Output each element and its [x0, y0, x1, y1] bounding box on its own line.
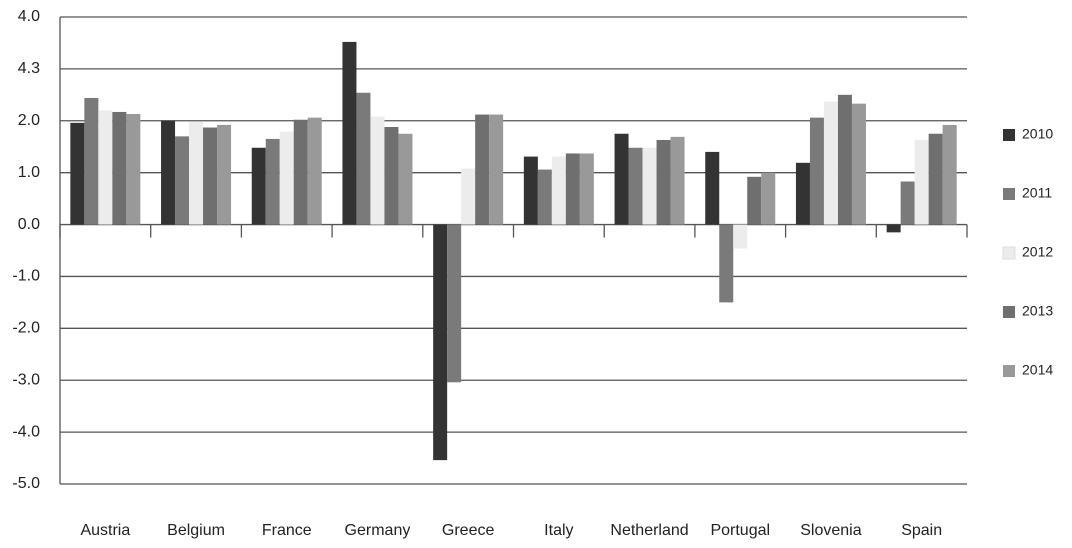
bar	[384, 127, 399, 225]
bar	[265, 138, 280, 225]
bar	[161, 120, 176, 225]
bar	[809, 117, 824, 225]
legend-label: 2012	[1022, 244, 1053, 260]
y-tick-label: -2.0	[12, 320, 40, 337]
bar	[217, 124, 232, 225]
bar	[175, 136, 190, 225]
y-tick-label: -5.0	[12, 475, 40, 492]
bar	[203, 127, 218, 225]
bar	[523, 156, 538, 225]
bar	[370, 116, 385, 225]
legend-swatch	[1003, 365, 1015, 377]
y-tick-label: -4.0	[12, 423, 40, 440]
bar	[628, 147, 643, 225]
bar	[823, 101, 838, 225]
bar	[293, 119, 308, 225]
y-tick-label: 4.3	[18, 60, 40, 77]
bar	[279, 131, 294, 225]
bar	[705, 151, 720, 225]
bar	[126, 114, 141, 225]
bar	[551, 156, 566, 225]
x-tick-label: Spain	[901, 522, 942, 539]
x-tick-label: France	[262, 522, 312, 539]
x-tick-label: Austria	[80, 522, 130, 539]
x-tick-label: Greece	[442, 522, 495, 539]
y-tick-label: 1.0	[18, 164, 40, 181]
legend-label: 2011	[1022, 185, 1052, 201]
bar	[98, 110, 113, 225]
x-tick-label: Portugal	[710, 522, 770, 539]
bar	[614, 133, 629, 225]
bar	[851, 103, 866, 225]
bar	[447, 224, 462, 383]
bar	[747, 176, 762, 225]
legend-label: 2010	[1022, 126, 1053, 142]
bar	[942, 124, 957, 225]
legend-swatch	[1003, 306, 1015, 318]
y-tick-label: 0.0	[18, 216, 40, 233]
bar	[189, 121, 204, 225]
bar	[886, 224, 901, 233]
bar	[761, 172, 776, 225]
bar	[461, 168, 476, 225]
x-tick-label: Netherland	[610, 522, 688, 539]
bar	[342, 41, 357, 225]
legend-swatch	[1002, 246, 1016, 260]
bar	[579, 153, 594, 225]
bar	[84, 97, 99, 225]
bar	[537, 169, 552, 225]
bar	[670, 136, 685, 225]
bar	[251, 147, 266, 225]
y-tick-label: 4.0	[18, 8, 40, 25]
bar	[642, 147, 657, 225]
y-tick-label: -1.0	[12, 268, 40, 285]
legend-swatch	[1003, 188, 1015, 200]
legend-label: 2014	[1022, 362, 1053, 378]
x-tick-label: Italy	[544, 522, 573, 539]
bar	[112, 111, 127, 225]
legend-label: 2013	[1022, 303, 1053, 319]
bar	[489, 114, 504, 225]
legend-swatch	[1003, 129, 1015, 141]
x-tick-label: Germany	[345, 522, 411, 539]
bar	[433, 224, 448, 461]
bar	[900, 181, 915, 225]
bar	[656, 139, 671, 225]
bar	[307, 117, 322, 225]
x-tick-label: Belgium	[167, 522, 225, 539]
bar	[356, 92, 371, 225]
bar	[475, 114, 490, 225]
bar	[837, 94, 852, 225]
bar	[565, 153, 580, 225]
bar	[914, 139, 929, 225]
bar	[719, 224, 734, 303]
bar	[733, 224, 748, 249]
bar	[795, 162, 810, 225]
y-tick-label: -3.0	[12, 371, 40, 388]
bar	[928, 133, 943, 225]
y-tick-label: 2.0	[18, 112, 40, 129]
bar	[398, 133, 413, 225]
bar	[70, 122, 85, 225]
x-tick-label: Slovenia	[800, 522, 861, 539]
